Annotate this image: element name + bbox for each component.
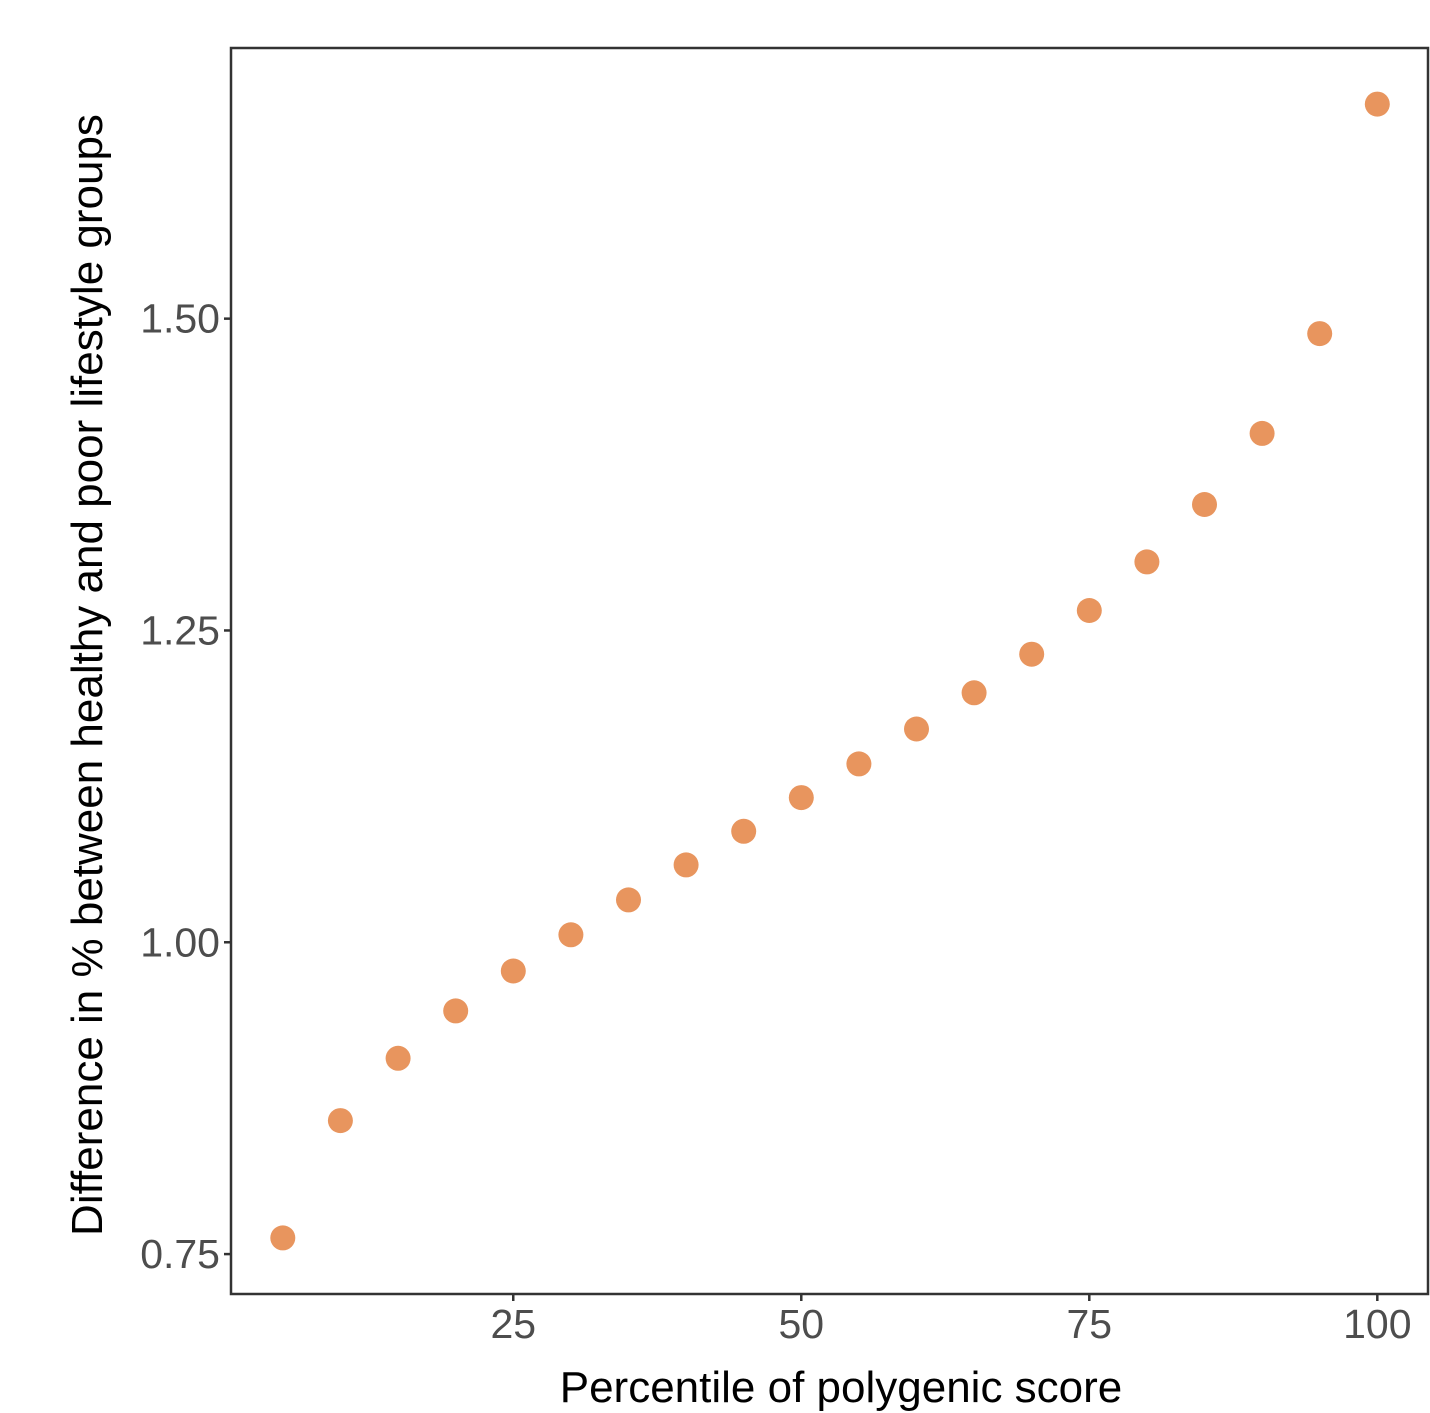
x-tick-label: 75 [1066, 1301, 1112, 1347]
data-point [1249, 420, 1275, 446]
data-point [1192, 492, 1217, 517]
data-point [1307, 321, 1333, 347]
data-points [270, 91, 1390, 1251]
data-point [731, 818, 757, 844]
data-point [558, 922, 584, 948]
x-tick-label: 100 [1343, 1301, 1411, 1347]
data-point [443, 998, 469, 1024]
data-point [1019, 641, 1045, 667]
data-point [270, 1225, 296, 1251]
data-point [1134, 549, 1160, 575]
data-point [1364, 91, 1390, 117]
y-tick-label: 0.75 [140, 1231, 220, 1277]
data-point [1076, 598, 1102, 623]
data-point [788, 785, 814, 811]
y-tick-label: 1.50 [140, 296, 220, 342]
x-axis-title: Percentile of polygenic score [560, 1363, 1123, 1412]
plot-panel-border [229, 46, 1430, 1296]
y-tick-label: 1.00 [140, 919, 220, 965]
data-point [961, 680, 987, 706]
y-axis-title: Difference in % between healthy and poor… [63, 114, 112, 1236]
data-point [616, 887, 641, 913]
data-point [327, 1108, 353, 1134]
y-tick-label: 1.25 [140, 607, 220, 653]
y-axis-ticks: 0.75 1.00 1.25 1.50 [140, 296, 231, 1277]
data-point [904, 716, 929, 742]
data-point [846, 751, 872, 777]
data-point [385, 1045, 411, 1071]
x-tick-label: 25 [490, 1301, 536, 1347]
x-tick-label: 50 [778, 1301, 824, 1347]
data-point [500, 958, 526, 984]
x-axis-ticks: 25 50 75 100 [490, 1294, 1412, 1347]
data-point [673, 852, 699, 878]
